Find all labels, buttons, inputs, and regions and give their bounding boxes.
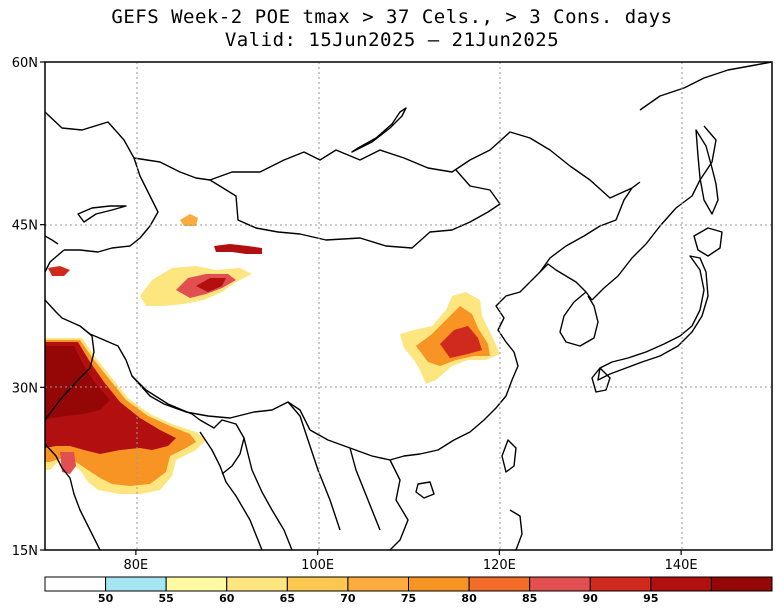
lon-tick-label: 120E [483, 558, 516, 573]
colorbar: 50 55 60 65 70 75 80 85 90 95 [44, 576, 773, 605]
colorbar-label: 75 [401, 592, 416, 605]
colorbar-swatch [44, 576, 107, 592]
coastlines-borders [45, 62, 772, 550]
coast-taiwan [501, 439, 517, 473]
region-tarim-dark [196, 278, 226, 292]
colorbar-swatch [408, 576, 470, 592]
coast-hokkaido [693, 227, 723, 257]
region-dzungaria [180, 214, 198, 226]
colorbar-label: 55 [159, 592, 174, 605]
lake-balkhash [77, 205, 127, 223]
colorbar-swatch [286, 576, 349, 592]
map-title: GEFS Week-2 POE tmax > 37 Cels., > 3 Con… [111, 6, 673, 28]
graticule [45, 62, 772, 550]
coast-india-east [199, 431, 263, 550]
colorbar-swatch [710, 576, 773, 592]
region-china-core [440, 326, 482, 358]
lat-axis: 60N 45N 30N 15N [12, 56, 45, 559]
coast-russia-fe [591, 125, 717, 301]
colorbar-label: 60 [219, 592, 235, 605]
colorbar-label: 70 [340, 592, 356, 605]
colorbar-swatch [165, 576, 228, 592]
coast-luzon [509, 509, 523, 550]
colorbar-swatch [650, 576, 712, 592]
colorbar-swatch [347, 576, 409, 592]
region-fergana [48, 266, 70, 276]
coast-south-china [389, 281, 531, 461]
lat-tick-label: 60N [12, 56, 38, 71]
coast-hainan [415, 481, 435, 499]
colorbar-swatch [589, 576, 652, 592]
colorbar-swatch [468, 576, 531, 592]
coast-india-west [45, 443, 101, 550]
coast-aral [45, 235, 59, 245]
border-bangladesh [199, 419, 245, 475]
lon-tick-label: 80E [123, 558, 148, 573]
colorbar-label: 90 [583, 592, 599, 605]
colorbar-label: 50 [98, 592, 114, 605]
map-subtitle: Valid: 15Jun2025 – 21Jun2025 [224, 29, 560, 51]
region-turpan [214, 244, 262, 254]
border-ne-china [539, 187, 633, 273]
border-indochina [309, 429, 409, 550]
border-nepal [131, 375, 201, 421]
coast-kyushu [591, 367, 611, 393]
region-india-south [60, 452, 76, 474]
border-pak-india [45, 325, 95, 421]
border-kz-china [64, 157, 159, 253]
colorbar-label: 85 [522, 592, 537, 605]
probability-shading [45, 214, 500, 494]
colorbar-label: 65 [280, 592, 295, 605]
coast-honshu [597, 255, 709, 381]
coast-korea [559, 291, 599, 347]
map-frame [44, 61, 773, 551]
colorbar-swatch [529, 576, 591, 592]
lon-tick-label: 100E [301, 558, 334, 573]
lat-tick-label: 15N [12, 544, 38, 559]
lake-baikal [351, 107, 407, 153]
border-kazakh-russia [45, 111, 641, 199]
colorbar-swatch [226, 576, 288, 592]
lat-tick-label: 30N [12, 381, 38, 396]
colorbar-swatch [105, 576, 167, 592]
lat-tick-label: 45N [12, 219, 38, 234]
lon-axis: 80E 100E 120E 140E [123, 550, 698, 573]
lon-tick-label: 140E [665, 558, 698, 573]
coast-sakhalin [695, 129, 719, 215]
region-india-dark [45, 346, 110, 420]
border-myanmar [243, 401, 341, 550]
colorbar-label: 95 [643, 592, 658, 605]
border-mongolia [209, 169, 501, 249]
colorbar-label: 80 [461, 592, 477, 605]
coast-okhotsk [639, 62, 772, 111]
